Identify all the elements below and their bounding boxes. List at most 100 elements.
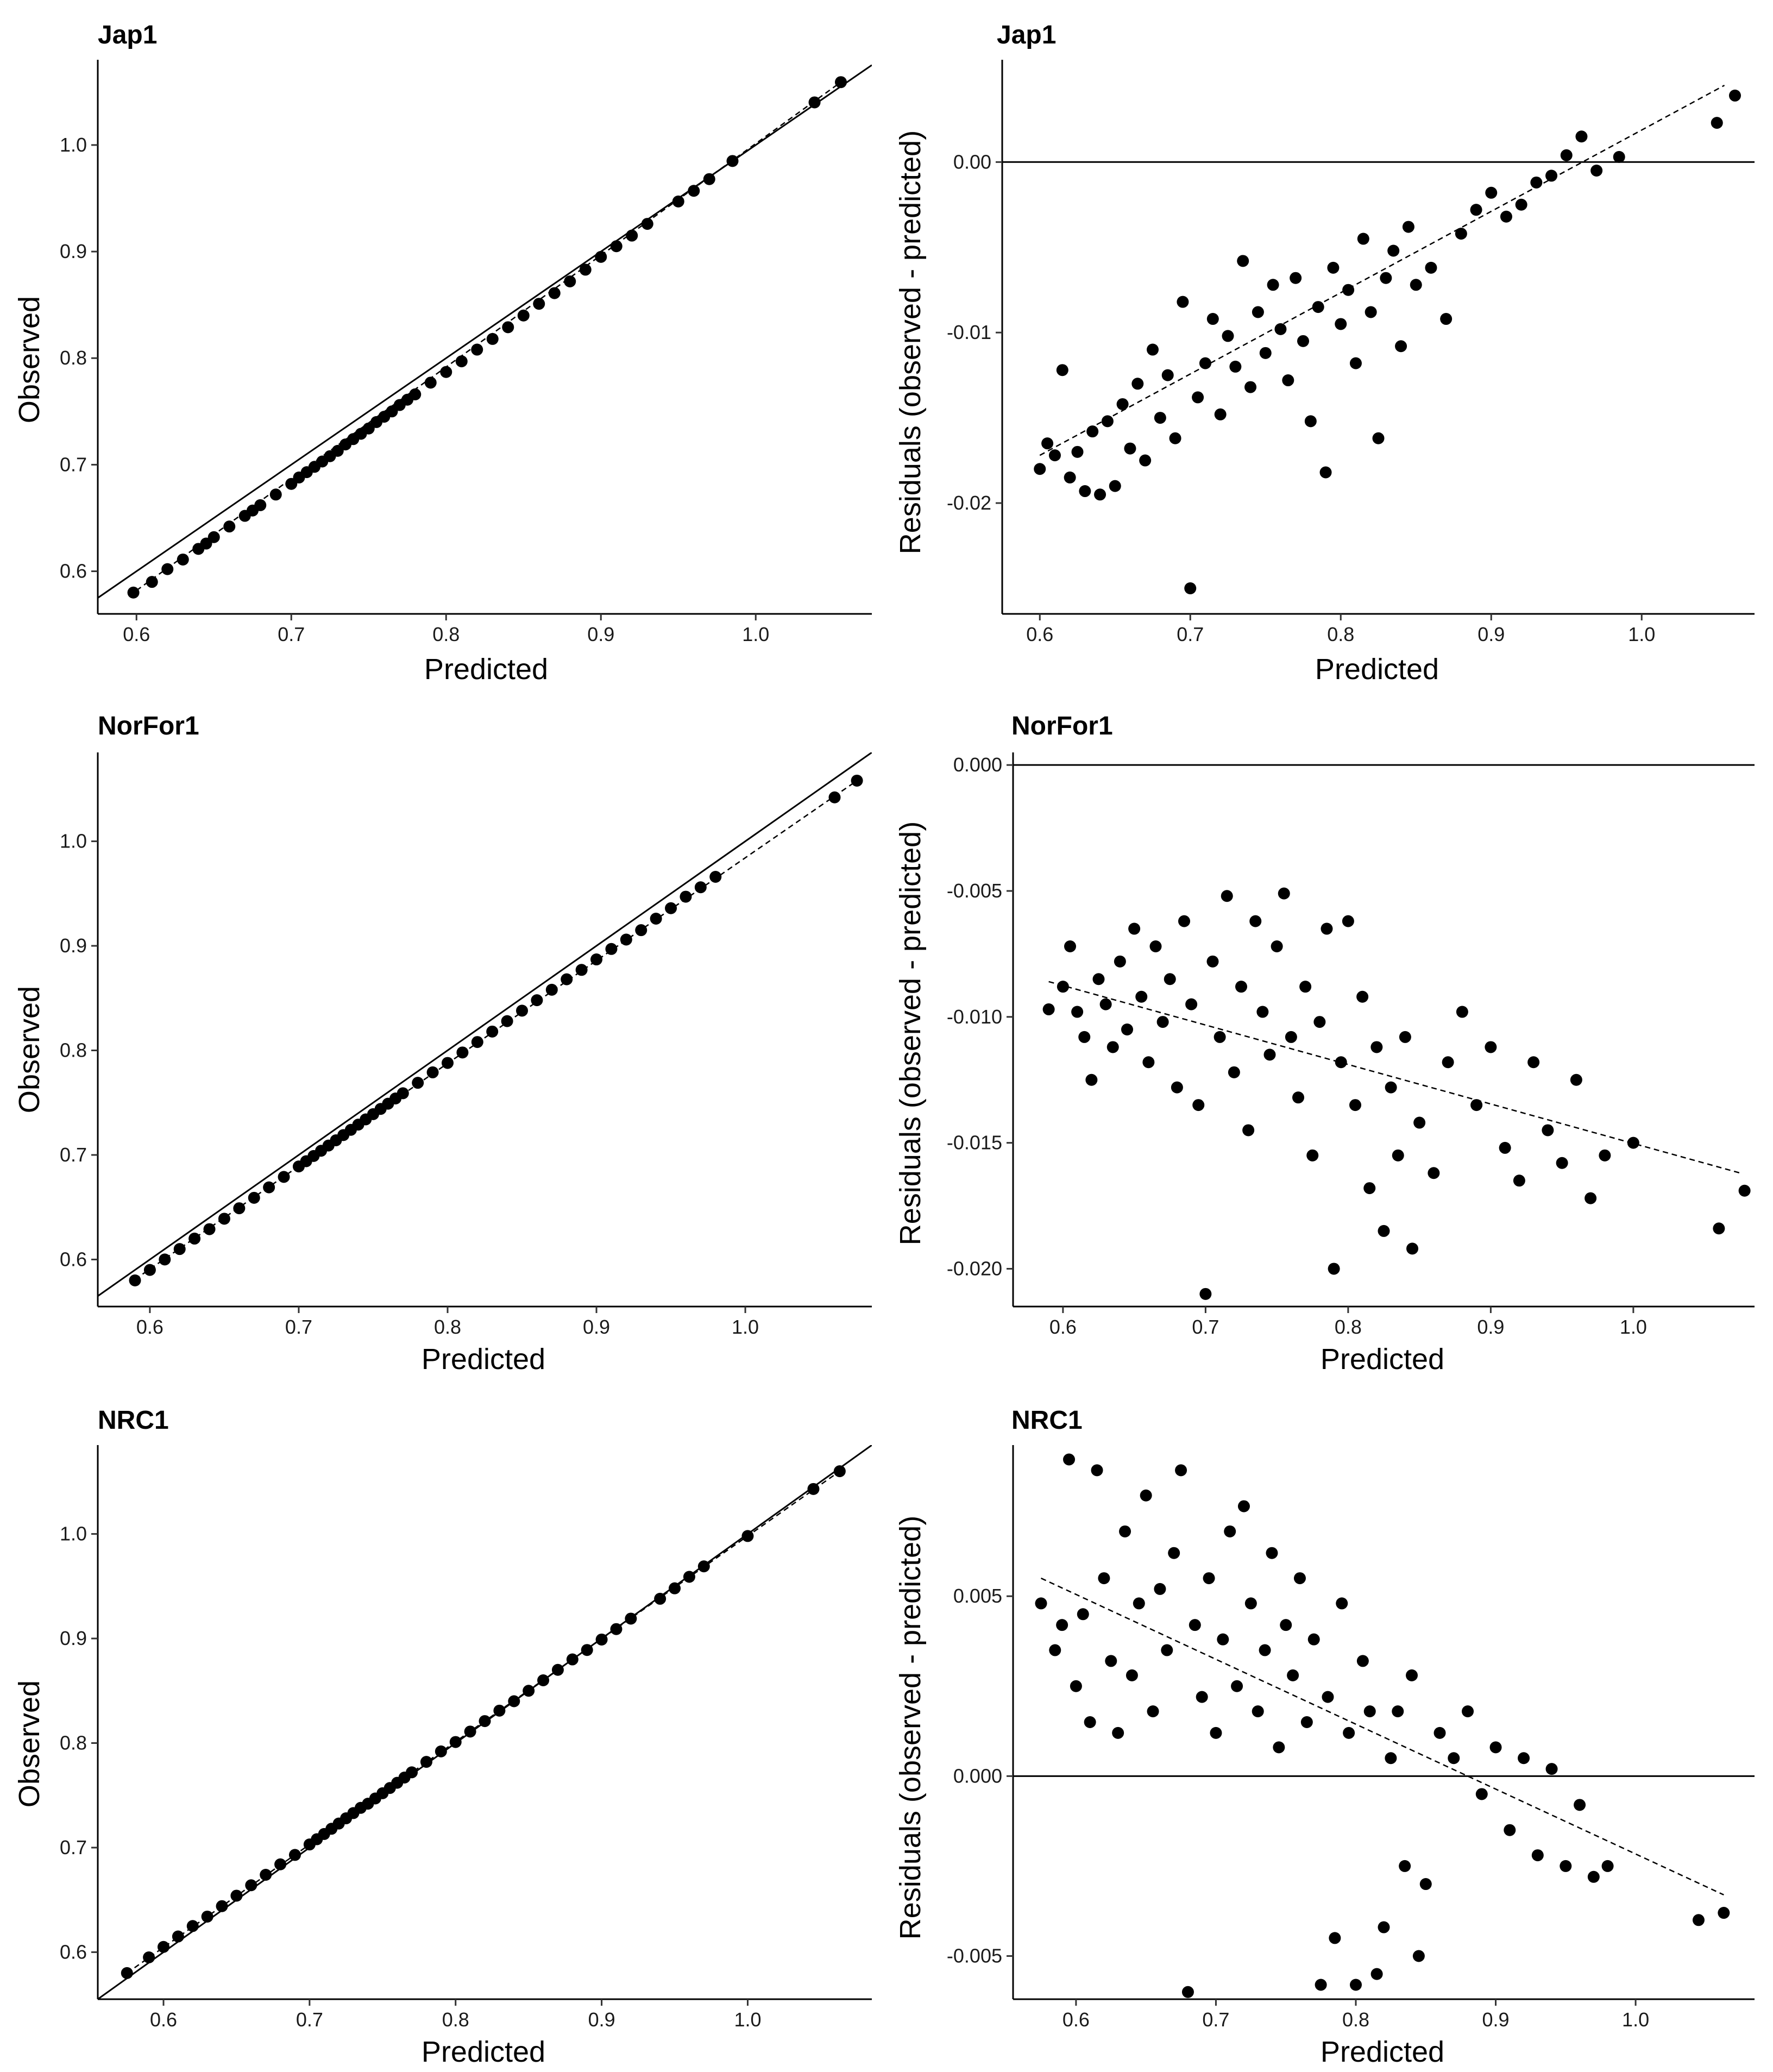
x-tick-label: 0.6 bbox=[136, 1316, 164, 1338]
data-point bbox=[1531, 1849, 1544, 1862]
y-tick-label: -0.015 bbox=[947, 1132, 1002, 1154]
data-point bbox=[533, 298, 545, 310]
y-tick-label: 1.0 bbox=[60, 830, 87, 852]
data-point bbox=[1116, 398, 1129, 410]
data-point bbox=[1372, 432, 1385, 444]
data-point bbox=[1168, 1547, 1180, 1559]
y-tick-label: 0.000 bbox=[953, 1765, 1002, 1787]
x-tick-label: 0.8 bbox=[432, 623, 460, 645]
data-point bbox=[146, 576, 158, 588]
data-point bbox=[456, 1046, 469, 1059]
data-point bbox=[1399, 1860, 1411, 1872]
data-point bbox=[1184, 582, 1197, 594]
data-point bbox=[833, 1465, 846, 1478]
data-point bbox=[1112, 1726, 1124, 1739]
data-point bbox=[1434, 1726, 1446, 1739]
data-point bbox=[1056, 364, 1068, 376]
x-tick-label: 1.0 bbox=[732, 1316, 759, 1338]
data-point bbox=[1064, 940, 1076, 952]
y-tick-label: 0.9 bbox=[60, 240, 87, 262]
data-point bbox=[1692, 1914, 1705, 1926]
data-point bbox=[486, 1025, 499, 1038]
data-point bbox=[233, 1202, 246, 1215]
data-point bbox=[1290, 272, 1302, 284]
data-point bbox=[1109, 480, 1121, 492]
data-point bbox=[1356, 990, 1369, 1003]
data-point bbox=[1105, 1655, 1117, 1667]
reference-line bbox=[98, 752, 872, 1297]
data-point bbox=[278, 1171, 290, 1183]
data-point bbox=[1098, 1572, 1110, 1585]
data-point bbox=[1237, 255, 1249, 267]
data-point bbox=[1280, 1619, 1292, 1631]
data-point bbox=[129, 1274, 141, 1286]
data-point bbox=[216, 1900, 228, 1912]
data-point bbox=[1590, 165, 1603, 177]
marks-layer: 0.6 0.7 0.8 0.9 1.0 0.6 0.7 0.8 0.9 1.0 bbox=[60, 1445, 872, 2031]
data-point bbox=[1121, 1024, 1133, 1035]
x-tick-label: 1.0 bbox=[1628, 623, 1655, 645]
data-point bbox=[1570, 1073, 1582, 1086]
data-point bbox=[531, 994, 543, 1007]
data-point bbox=[635, 924, 647, 937]
data-point bbox=[1199, 357, 1211, 369]
data-point bbox=[1378, 1225, 1390, 1237]
x-tick-label: 0.8 bbox=[1342, 2008, 1369, 2031]
y-axis-label: Residuals (observed - predicted) bbox=[894, 1516, 927, 1939]
data-point bbox=[1091, 1464, 1103, 1477]
data-point bbox=[1271, 940, 1283, 952]
data-point bbox=[260, 1868, 272, 1881]
data-point bbox=[1442, 1056, 1454, 1069]
x-tick-label: 0.9 bbox=[1478, 623, 1505, 645]
data-point bbox=[688, 185, 700, 197]
data-point bbox=[1406, 1669, 1418, 1681]
data-point bbox=[1530, 176, 1543, 189]
data-point bbox=[1086, 425, 1099, 438]
data-point bbox=[501, 1015, 513, 1027]
data-point bbox=[1504, 1824, 1516, 1836]
data-point bbox=[1343, 1726, 1355, 1739]
data-point bbox=[121, 1967, 133, 1979]
data-point bbox=[1321, 922, 1333, 935]
x-tick-label: 0.9 bbox=[583, 1316, 610, 1338]
y-tick-label: 0.7 bbox=[60, 453, 87, 475]
y-tick-label: 0.8 bbox=[60, 347, 87, 369]
data-point bbox=[1041, 437, 1054, 450]
plot-area bbox=[98, 64, 872, 599]
panel-norfor1-observed: NorFor1 0.6 0.7 0.8 0.9 1.0 0.6 0.7 0.8 0.9 1.0 P… bbox=[13, 712, 872, 1376]
data-point bbox=[1222, 330, 1234, 342]
data-point bbox=[1214, 408, 1227, 420]
data-point bbox=[1071, 1006, 1084, 1018]
x-tick-label: 0.6 bbox=[1026, 623, 1053, 645]
data-point bbox=[1079, 485, 1091, 498]
data-point bbox=[808, 96, 821, 109]
data-point bbox=[1196, 1691, 1208, 1703]
panel-norfor1-residuals: NorFor1 0.6 0.7 0.8 0.9 1.0 0.000 -0.005 -0.010… bbox=[894, 712, 1755, 1376]
x-tick-label: 0.8 bbox=[442, 2008, 469, 2031]
data-point bbox=[1224, 1525, 1236, 1537]
data-point bbox=[669, 1582, 681, 1594]
data-point bbox=[1203, 1572, 1215, 1585]
data-point bbox=[1244, 381, 1257, 393]
data-point bbox=[1293, 1572, 1306, 1585]
panel-title: NRC1 bbox=[98, 1406, 169, 1435]
y-tick-label: 0.6 bbox=[60, 1248, 87, 1270]
data-point bbox=[1259, 347, 1272, 359]
data-point bbox=[1585, 1192, 1597, 1204]
y-tick-label: 0.9 bbox=[60, 1627, 87, 1649]
data-point bbox=[1300, 1716, 1313, 1728]
plot-area bbox=[98, 752, 872, 1297]
data-point bbox=[1154, 1583, 1166, 1595]
data-point bbox=[1406, 1242, 1418, 1255]
data-point bbox=[1545, 169, 1558, 182]
data-point bbox=[471, 343, 483, 356]
data-point bbox=[1738, 1184, 1751, 1197]
data-point bbox=[397, 1087, 409, 1100]
data-point bbox=[143, 1951, 155, 1964]
data-point bbox=[1140, 1489, 1152, 1502]
data-point bbox=[851, 774, 863, 787]
data-point bbox=[1455, 228, 1467, 240]
data-point bbox=[1385, 1752, 1397, 1765]
data-point bbox=[1560, 1860, 1572, 1872]
data-point bbox=[1419, 1878, 1432, 1891]
